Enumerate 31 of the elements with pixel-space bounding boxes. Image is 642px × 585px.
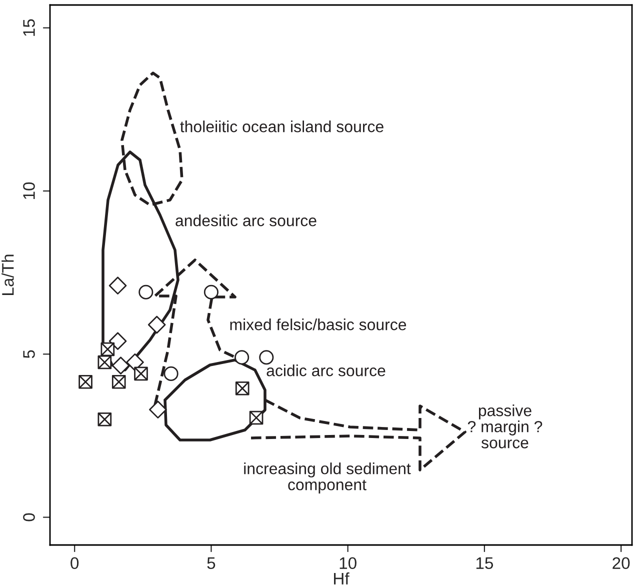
point — [78, 374, 92, 389]
y-tick-label: 15 — [23, 19, 35, 36]
point — [112, 356, 130, 374]
y-axis-title: La/Th — [2, 254, 14, 295]
point — [235, 381, 250, 396]
annotation: mixed felsic/basic source — [230, 318, 406, 330]
y-tick-label: 5 — [23, 350, 35, 358]
annotation: increasing old sediment component — [244, 462, 411, 494]
annotation: tholeiitic ocean island source — [180, 120, 384, 132]
point — [98, 412, 112, 426]
annotation: passive ? margin ? source — [468, 404, 542, 448]
x-tick-label: 20 — [612, 557, 630, 570]
point — [204, 284, 218, 300]
y-tick-label: 0 — [23, 513, 35, 522]
annotation: acidic arc source — [266, 364, 386, 376]
point — [138, 284, 154, 300]
x-tick-label: 10 — [340, 557, 356, 570]
x-axis-title: Hf — [334, 572, 350, 584]
point — [148, 316, 166, 334]
point — [108, 276, 127, 295]
point — [234, 350, 250, 365]
point — [112, 374, 126, 389]
y-tick-label: 10 — [23, 182, 35, 199]
point — [108, 332, 127, 350]
point — [164, 366, 178, 381]
x-tick-label: 5 — [207, 557, 216, 570]
annotation: andesitic arc source — [176, 214, 316, 226]
x-tick-label: 0 — [70, 557, 79, 570]
x-tick-label: 15 — [476, 557, 494, 570]
point — [149, 400, 167, 419]
point — [259, 350, 274, 365]
